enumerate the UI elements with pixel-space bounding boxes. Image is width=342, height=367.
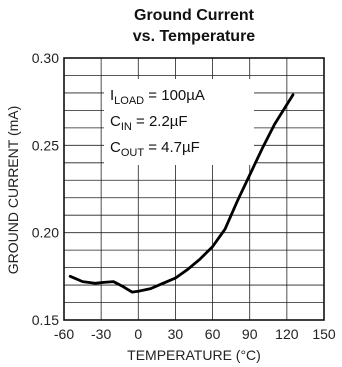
x-tick-label: 90 <box>242 326 258 342</box>
annotation-symbol: C <box>110 139 121 156</box>
annotation-line: CIN = 2.2µF <box>110 113 188 133</box>
x-tick-label: 60 <box>205 326 221 342</box>
y-tick-label: 0.15 <box>32 312 59 328</box>
annotation-subscript: LOAD <box>114 95 144 107</box>
x-tick-label: 0 <box>134 326 142 342</box>
series-line <box>68 93 295 294</box>
x-axis-label: TEMPERATURE (°C) <box>127 347 261 363</box>
y-tick-labels: 0.15 0.20 0.25 0.30 <box>32 50 59 328</box>
x-tick-label: 30 <box>168 326 184 342</box>
annotation-line: ILOAD = 100µA <box>110 87 205 107</box>
annotation-line: COUT = 4.7µF <box>110 139 200 159</box>
annotation-subscript: IN <box>121 121 132 133</box>
x-tick-label: -60 <box>54 326 74 342</box>
y-tick-label: 0.20 <box>32 225 59 241</box>
annotation-value: = 4.7µF <box>144 139 200 156</box>
y-axis-label: GROUND CURRENT (mA) <box>5 106 21 275</box>
annotation-subscript: OUT <box>121 147 145 159</box>
y-tick-label: 0.25 <box>32 137 59 153</box>
chart-title-line-2: vs. Temperature <box>133 28 256 45</box>
y-tick-label: 0.30 <box>32 50 59 66</box>
annotation-value: = 2.2µF <box>132 113 188 130</box>
annotation-symbol: C <box>110 113 121 130</box>
x-tick-label: 120 <box>275 326 299 342</box>
x-tick-label: 150 <box>312 326 336 342</box>
annotation-symbol: I <box>110 87 114 104</box>
x-tick-labels: -60 -30 0 30 60 90 120 150 <box>54 326 336 342</box>
annotation-box <box>104 79 254 165</box>
plot-frame <box>63 57 325 321</box>
chart-title-line-1: Ground Current <box>134 7 255 24</box>
annotation-value: = 100µA <box>144 87 205 104</box>
series-group <box>68 93 295 294</box>
x-tick-label: -30 <box>91 326 111 342</box>
